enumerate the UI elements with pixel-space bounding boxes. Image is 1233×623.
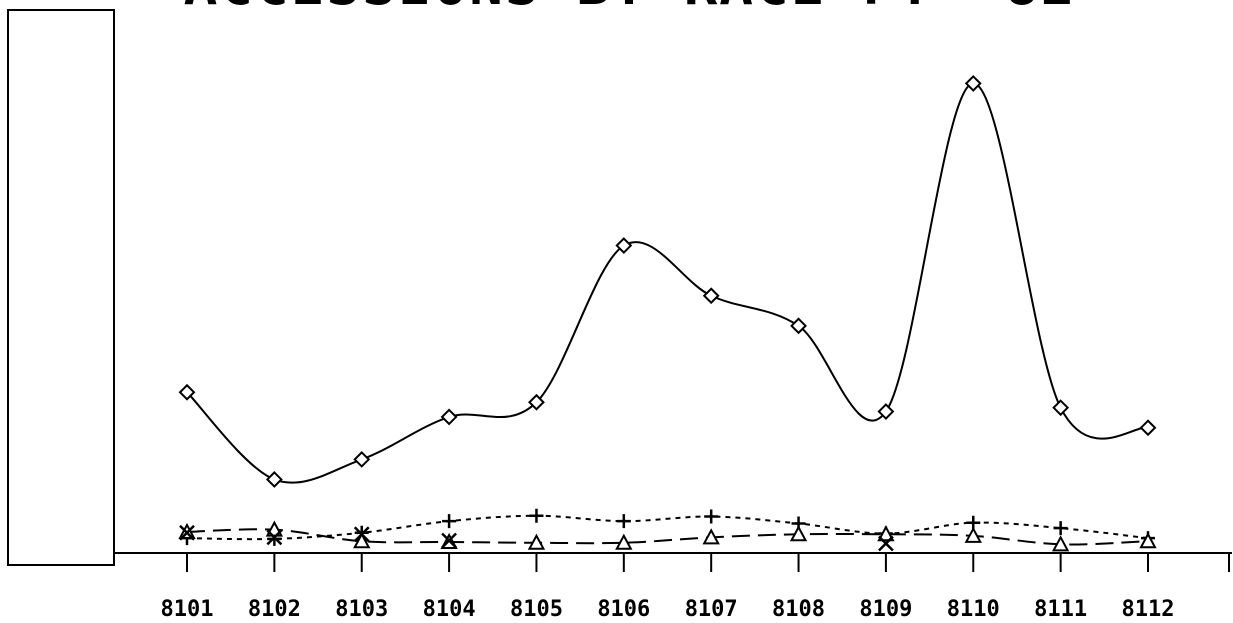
data-point-diamond xyxy=(877,403,895,420)
x-tick-label: 8101 xyxy=(161,597,214,622)
data-point-triangle xyxy=(615,533,633,550)
data-point-triangle xyxy=(1051,535,1070,552)
data-point-diamond xyxy=(528,393,545,411)
data-point-plus xyxy=(529,508,544,523)
data-point-diamond xyxy=(964,75,982,92)
data-point-diamond xyxy=(440,408,458,426)
data-point-plus xyxy=(442,514,457,529)
series-line-plus xyxy=(186,514,1149,541)
chart-title: ACCESSIONS BY RACE FY '82 xyxy=(184,0,1077,18)
x-ticks: 8101 8102 8103 8104 8105 8106 8107 8108 8109 8110… xyxy=(161,553,1230,622)
series-line-diamond xyxy=(186,82,1149,484)
x-tick-label: 8108 xyxy=(772,597,825,622)
x-tick-label: 8103 xyxy=(335,597,388,622)
data-point-triangle xyxy=(353,532,371,549)
data-point-plus xyxy=(704,509,719,524)
data-point-x xyxy=(353,526,370,543)
data-point-triangle xyxy=(789,525,808,542)
data-point-plus xyxy=(616,514,631,529)
data-point-triangle xyxy=(527,533,546,550)
x-tick-label: 8109 xyxy=(859,597,912,622)
legend-box xyxy=(7,9,115,566)
x-tick-label: 8106 xyxy=(597,597,650,622)
data-point-plus xyxy=(1053,521,1068,536)
series-lines xyxy=(186,82,1149,546)
series-markers xyxy=(178,75,1157,552)
data-point-diamond xyxy=(1052,399,1070,417)
x-tick-label: 8107 xyxy=(685,597,738,622)
data-point-diamond xyxy=(265,471,283,488)
data-point-diamond xyxy=(353,450,371,468)
data-point-x xyxy=(266,529,283,546)
x-tick-label: 8105 xyxy=(510,597,563,622)
series-line-triangle xyxy=(186,528,1149,546)
data-point-diamond xyxy=(702,287,720,305)
data-point-triangle xyxy=(877,525,895,542)
data-point-diamond xyxy=(615,237,633,254)
data-point-diamond xyxy=(1139,419,1157,437)
x-tick-label: 8111 xyxy=(1034,597,1087,622)
data-point-x xyxy=(179,524,195,541)
data-point-x xyxy=(878,535,894,552)
x-tick-label: 8112 xyxy=(1122,597,1175,622)
x-tick-label: 8102 xyxy=(248,597,301,622)
data-point-triangle xyxy=(1139,532,1157,549)
data-point-diamond xyxy=(178,383,196,401)
data-point-x xyxy=(441,532,457,549)
data-point-triangle xyxy=(702,528,720,545)
data-point-diamond xyxy=(790,317,807,335)
x-tick-label: 8110 xyxy=(947,597,1000,622)
x-tick-label: 8104 xyxy=(423,597,476,622)
data-point-triangle xyxy=(964,526,982,543)
